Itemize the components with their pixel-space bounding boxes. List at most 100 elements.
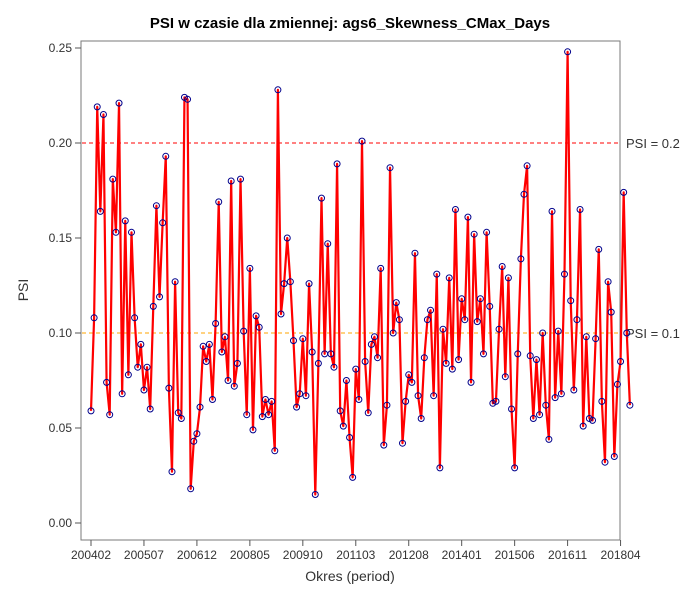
data-point	[476, 295, 484, 303]
x-axis: 200402 200507 200612 200805 200910 201103 2012…	[71, 540, 641, 562]
data-point	[536, 411, 544, 419]
data-point	[610, 453, 618, 460]
data-point	[355, 396, 363, 403]
data-point	[336, 407, 344, 415]
data-point	[174, 409, 182, 417]
y-axis: 0.00 0.05 0.10 0.15 0.20 0.25	[49, 41, 81, 530]
data-point	[492, 397, 500, 405]
data-point	[461, 316, 469, 324]
data-point	[377, 264, 385, 272]
data-point	[361, 358, 369, 365]
data-point	[99, 111, 107, 118]
data-point	[483, 228, 491, 236]
data-point	[579, 422, 587, 430]
data-point	[286, 278, 294, 286]
data-point	[442, 359, 450, 367]
data-point	[202, 358, 210, 365]
data-point	[517, 255, 525, 263]
data-point	[258, 413, 266, 421]
data-point	[617, 358, 625, 365]
data-point	[592, 335, 600, 343]
data-point	[386, 164, 394, 172]
y-tick-label: 0.05	[49, 421, 73, 435]
data-point	[529, 415, 537, 422]
data-point	[121, 217, 129, 225]
data-point	[168, 468, 176, 476]
data-point	[598, 397, 606, 405]
data-point	[576, 206, 584, 213]
data-point	[230, 382, 238, 390]
data-point	[370, 333, 378, 341]
data-point	[604, 278, 612, 286]
data-point	[261, 396, 269, 403]
data-point	[364, 409, 372, 417]
data-point	[131, 314, 139, 322]
x-tick-label: 201103	[336, 548, 375, 562]
data-point	[177, 415, 185, 422]
data-point	[380, 441, 388, 449]
data-point	[445, 274, 453, 282]
data-point	[327, 350, 335, 358]
data-point	[134, 363, 142, 371]
data-point	[514, 350, 522, 358]
data-point	[557, 390, 565, 398]
data-point	[439, 325, 447, 333]
data-point	[87, 407, 95, 415]
data-point	[408, 378, 416, 386]
data-point	[159, 219, 167, 227]
data-point	[448, 365, 456, 373]
data-point	[545, 435, 553, 443]
data-point	[205, 340, 213, 348]
data-point	[305, 280, 313, 288]
data-point	[243, 411, 251, 419]
data-point	[333, 160, 341, 168]
data-point	[532, 356, 540, 364]
data-point	[212, 320, 220, 327]
x-tick-label: 201611	[548, 548, 587, 562]
data-point	[352, 365, 360, 373]
chart-title: PSI w czasie dla zmiennej: ags6_Skewness…	[150, 15, 550, 32]
data-point	[511, 464, 519, 472]
data-point	[417, 415, 425, 422]
data-point	[607, 308, 615, 316]
data-point	[118, 390, 126, 398]
data-point	[302, 392, 310, 400]
data-point	[402, 397, 410, 405]
data-point	[560, 270, 568, 278]
data-point	[467, 378, 475, 386]
data-point	[613, 380, 621, 388]
data-point	[293, 403, 301, 411]
data-point	[520, 190, 528, 198]
data-point	[433, 270, 441, 278]
data-point	[171, 278, 179, 286]
data-point	[458, 295, 466, 303]
data-point	[112, 228, 120, 236]
data-point	[498, 263, 506, 270]
data-point	[218, 348, 226, 356]
x-tick-label: 200507	[124, 548, 164, 562]
x-tick-label: 201401	[442, 548, 482, 562]
data-point	[221, 333, 229, 341]
data-point	[146, 405, 154, 413]
data-point	[227, 177, 235, 185]
data-point	[423, 316, 431, 324]
x-tick-label: 201804	[601, 548, 641, 562]
reference-line-label: PSI = 0.1	[626, 326, 680, 341]
data-point	[395, 316, 403, 324]
data-point	[420, 354, 428, 362]
data-point	[589, 416, 597, 424]
data-point	[196, 403, 204, 411]
data-point	[383, 401, 391, 409]
data-point	[411, 249, 419, 257]
data-point	[311, 491, 319, 498]
data-point	[564, 48, 572, 56]
data-point	[137, 340, 145, 348]
y-tick-label: 0.10	[49, 326, 73, 340]
x-axis-label: Okres (period)	[305, 568, 394, 584]
y-tick-label: 0.15	[49, 231, 73, 245]
y-tick-label: 0.25	[49, 41, 73, 55]
data-point	[103, 378, 111, 386]
data-point	[405, 371, 413, 379]
data-point	[330, 363, 338, 371]
data-point	[349, 473, 357, 481]
